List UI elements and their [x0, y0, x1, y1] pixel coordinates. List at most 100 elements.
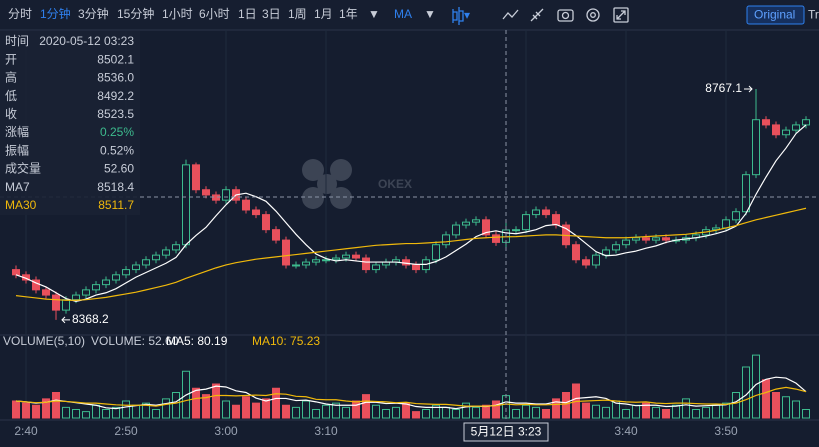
- interval-button[interactable]: 3日: [262, 7, 281, 21]
- indicator-button[interactable]: MA: [394, 7, 412, 21]
- toolbar-icons[interactable]: [452, 7, 629, 25]
- candle-body: [182, 164, 190, 246]
- candle-body: [372, 264, 380, 271]
- candle: [282, 236, 290, 269]
- candle-body: [412, 264, 420, 271]
- toolbar: [0, 0, 819, 30]
- candle: [32, 276, 40, 294]
- candle: [272, 226, 280, 244]
- candle: [222, 186, 230, 204]
- candle-body: [552, 214, 560, 226]
- interval-button[interactable]: 分时: [8, 7, 32, 21]
- candle: [252, 206, 260, 219]
- volume-bar: [372, 404, 380, 419]
- candle: [762, 116, 770, 129]
- crosshair-label: 5月12日 3:23: [471, 425, 542, 439]
- candle: [152, 251, 160, 264]
- candle-body: [572, 244, 580, 261]
- candle: [82, 286, 90, 299]
- dropdown-arrow[interactable]: ▾: [464, 8, 470, 22]
- volume-bar: [212, 383, 220, 419]
- dropdown-arrow[interactable]: ▼: [368, 7, 380, 21]
- interval-button[interactable]: 1月: [314, 7, 333, 21]
- candle: [642, 234, 650, 244]
- volume-bar: [602, 406, 610, 419]
- candle-body: [82, 289, 90, 296]
- volume-bar: [22, 402, 30, 419]
- candle: [542, 206, 550, 219]
- candle: [752, 88, 760, 179]
- interval-button[interactable]: 1周: [288, 7, 307, 21]
- volume-bar: [762, 379, 770, 419]
- candle-body: [122, 269, 130, 276]
- volume-bar: [712, 404, 720, 419]
- candle-body: [612, 244, 620, 251]
- candle-body: [762, 119, 770, 126]
- candle-body: [312, 259, 320, 263]
- volume-bar: [42, 398, 50, 419]
- volume-bar: [552, 398, 560, 419]
- candle: [602, 246, 610, 259]
- candle-body: [12, 269, 20, 276]
- candle-body: [352, 254, 360, 259]
- candle: [242, 196, 250, 214]
- volume-bar: [132, 404, 140, 419]
- info-value: 8518.4: [97, 180, 134, 194]
- candle-body: [482, 219, 490, 236]
- volume-bar: [32, 404, 40, 419]
- candle-body: [722, 219, 730, 229]
- info-label: 高: [5, 70, 17, 85]
- volume-bar: [622, 409, 630, 419]
- view-button[interactable]: Tr: [808, 8, 819, 22]
- candle: [632, 234, 640, 244]
- candle-body: [592, 254, 600, 266]
- candle-body: [662, 237, 670, 241]
- volume-bar: [382, 409, 390, 419]
- volume-bar: [722, 402, 730, 419]
- candle: [792, 121, 800, 134]
- volume-bar: [102, 409, 110, 419]
- candle: [622, 236, 630, 249]
- candle-body: [782, 129, 790, 136]
- interval-button[interactable]: 1日: [238, 7, 257, 21]
- candle: [142, 256, 150, 269]
- candle: [432, 241, 440, 264]
- volume-bar: [492, 400, 500, 419]
- candle-body: [342, 254, 350, 259]
- info-value: 8523.5: [97, 107, 134, 121]
- volume-bar: [392, 406, 400, 419]
- candle-body: [62, 299, 70, 311]
- candle-body: [362, 257, 370, 271]
- volume-bar: [522, 404, 530, 419]
- interval-button[interactable]: 1分钟: [40, 6, 71, 21]
- volume-bar: [742, 366, 750, 419]
- candle: [382, 258, 390, 269]
- candle-body: [222, 189, 230, 201]
- volume-bar: [302, 400, 310, 419]
- interval-button[interactable]: 6小时: [199, 7, 230, 21]
- x-tick-label: 3:50: [714, 424, 738, 438]
- interval-button[interactable]: 1小时: [162, 7, 193, 21]
- candle: [372, 261, 380, 274]
- volume-bar: [222, 400, 230, 419]
- interval-button[interactable]: 3分钟: [78, 6, 109, 21]
- candle: [192, 162, 200, 194]
- watermark-text: OKEX: [378, 177, 412, 191]
- candle: [332, 254, 340, 264]
- candle-body: [622, 239, 630, 246]
- candle-body: [632, 237, 640, 241]
- view-button[interactable]: Original: [754, 8, 795, 22]
- candle-body: [102, 279, 110, 286]
- volume-legend: VOLUME: 52.60: [91, 334, 179, 348]
- info-value: 8502.1: [97, 52, 134, 66]
- candle: [582, 256, 590, 269]
- dropdown-arrow[interactable]: ▼: [424, 7, 436, 21]
- candle-body: [242, 199, 250, 211]
- info-label: 振幅: [5, 142, 29, 157]
- interval-button[interactable]: 15分钟: [117, 6, 154, 21]
- info-label: 涨幅: [5, 124, 29, 139]
- interval-button[interactable]: 1年: [339, 7, 358, 21]
- view-button-bg[interactable]: [746, 5, 805, 25]
- volume-bar: [462, 402, 470, 419]
